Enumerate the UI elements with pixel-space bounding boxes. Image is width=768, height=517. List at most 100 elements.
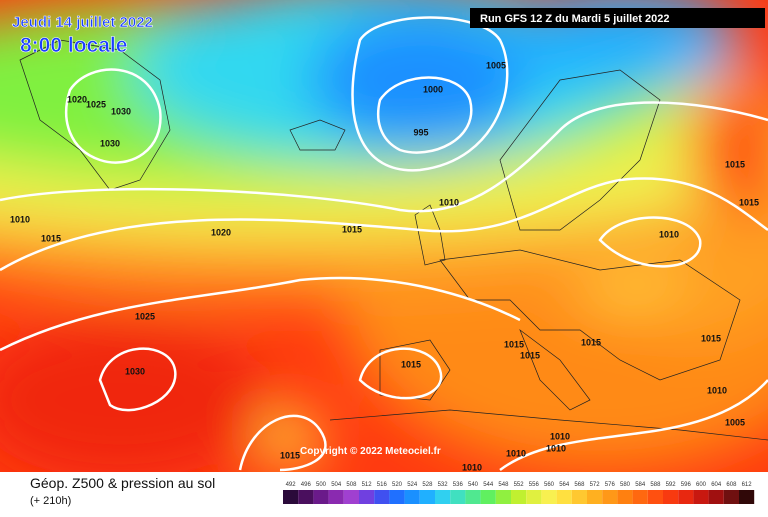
scale-swatch — [374, 490, 390, 504]
isobar-label: 1015 — [701, 333, 721, 343]
scale-swatch — [541, 490, 557, 504]
scale-swatch — [587, 490, 603, 504]
isobar-label: 1000 — [423, 84, 443, 94]
scale-label: 612 — [742, 482, 753, 488]
scale-label: 528 — [422, 482, 433, 488]
isobar-label: 1030 — [111, 106, 131, 116]
isobar-label: 1015 — [581, 337, 601, 347]
scale-swatch — [511, 490, 527, 504]
scale-swatch — [343, 490, 359, 504]
scale-label: 540 — [468, 482, 479, 488]
isobar-label: 1010 — [462, 462, 482, 472]
scale-label: 568 — [574, 482, 585, 488]
scale-label: 544 — [483, 482, 494, 488]
isobar-label: 1025 — [135, 311, 155, 321]
local-time: 8:00 locale — [20, 34, 127, 57]
scale-label: 608 — [726, 482, 737, 488]
isobar-label: 1015 — [504, 339, 524, 349]
isobar-label: 1015 — [739, 197, 759, 207]
scale-label: 524 — [407, 482, 418, 488]
isobar-label: 1015 — [520, 350, 540, 360]
scale-swatch — [389, 490, 405, 504]
scale-label: 552 — [514, 482, 525, 488]
scale-label: 536 — [453, 482, 464, 488]
color-scale: 492 496 500 504 508 512 516 520 524 528 532 536 540 5… — [283, 482, 755, 504]
scale-label: 564 — [559, 482, 570, 488]
scale-label: 592 — [666, 482, 677, 488]
scale-swatch — [571, 490, 587, 504]
scale-label: 548 — [498, 482, 509, 488]
isobar-label: 1015 — [401, 359, 421, 369]
scale-label: 600 — [696, 482, 707, 488]
scale-label: 560 — [544, 482, 555, 488]
isobar-label: 1020 — [211, 227, 231, 237]
scale-label: 496 — [301, 482, 312, 488]
copyright: Copyright © 2022 Meteociel.fr — [300, 446, 441, 457]
scale-label: 576 — [605, 482, 616, 488]
scale-label: 516 — [377, 482, 388, 488]
scale-label: 512 — [362, 482, 373, 488]
scale-swatch — [708, 490, 724, 504]
scale-label: 556 — [529, 482, 540, 488]
isobar-label: 1010 — [707, 385, 727, 395]
scale-swatch — [617, 490, 633, 504]
scale-swatch — [313, 490, 329, 504]
isobar-label: 995 — [413, 127, 428, 137]
scale-swatch — [602, 490, 618, 504]
scale-swatch — [404, 490, 420, 504]
coastlines — [19, 39, 768, 441]
run-box — [470, 8, 765, 28]
scale-swatch — [663, 490, 679, 504]
scale-label: 492 — [286, 482, 297, 488]
isobar-label: 1005 — [486, 60, 506, 70]
scale-swatch — [693, 490, 709, 504]
scale-label: 596 — [681, 482, 692, 488]
isobar-label: 1010 — [506, 448, 526, 458]
scale-label: 584 — [635, 482, 646, 488]
scale-swatch — [450, 490, 466, 504]
scale-swatch — [480, 490, 496, 504]
scale-swatch — [328, 490, 344, 504]
scale-swatch — [526, 490, 542, 504]
footer-title: Géop. Z500 & pression au sol — [30, 475, 215, 491]
isobar-label: 1010 — [550, 431, 570, 441]
isobar-label: 1015 — [725, 159, 745, 169]
scale-label: 500 — [316, 482, 327, 488]
isobar-label: 1015 — [342, 224, 362, 234]
scale-label: 520 — [392, 482, 403, 488]
isobar-label: 1010 — [546, 443, 566, 453]
footer-lead: (+ 210h) — [30, 495, 71, 507]
scale-swatch — [495, 490, 511, 504]
scale-swatch — [556, 490, 572, 504]
isobar-label: 1030 — [100, 138, 120, 148]
isobar-label: 1010 — [659, 229, 679, 239]
scale-swatch — [435, 490, 451, 504]
scale-swatch — [465, 490, 481, 504]
scale-swatch — [283, 490, 299, 504]
isobar-label: 1015 — [280, 450, 300, 460]
isobar-label: 1010 — [10, 214, 30, 224]
scale-swatch — [632, 490, 648, 504]
scale-swatch — [419, 490, 435, 504]
isobar-label: 1015 — [41, 233, 61, 243]
run-info: Run GFS 12 Z du Mardi 5 juillet 2022 — [480, 13, 670, 25]
scale-label: 508 — [346, 482, 357, 488]
scale-label: 580 — [620, 482, 631, 488]
isobar-label: 1010 — [439, 197, 459, 207]
scale-label: 572 — [590, 482, 601, 488]
scale-swatch — [678, 490, 694, 504]
scale-swatch — [739, 490, 755, 504]
isobar-labels: 1005100099510201025103010301010101010151… — [10, 60, 759, 472]
scale-swatch — [298, 490, 314, 504]
isobar-label: 1005 — [725, 417, 745, 427]
scale-label: 532 — [438, 482, 449, 488]
isobars — [0, 16, 768, 472]
scale-swatch — [723, 490, 739, 504]
scale-label: 588 — [650, 482, 661, 488]
isobar-label: 1025 — [86, 99, 106, 109]
isobar-label: 1020 — [67, 94, 87, 104]
scale-swatch — [359, 490, 375, 504]
scale-label: 504 — [331, 482, 342, 488]
isobar-label: 1030 — [125, 366, 145, 376]
